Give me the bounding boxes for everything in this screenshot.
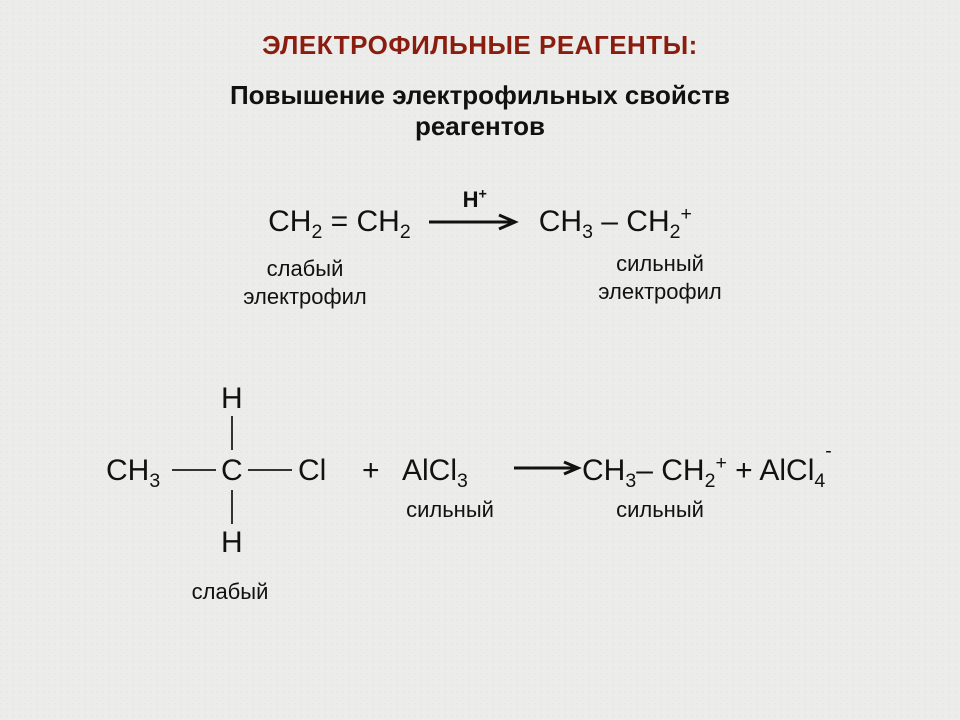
arrow-icon <box>429 213 521 231</box>
eq1-lhs-s1: 2 <box>311 221 322 243</box>
eq1-rhs-charge: + <box>680 203 691 225</box>
eq1-caption-right: сильный электрофил <box>550 250 770 305</box>
eq1-arrow-H: H <box>463 187 479 212</box>
bond-icon <box>248 468 292 472</box>
eq1-lhs-eq: = <box>322 205 356 238</box>
eq2-caption-strong-1: сильный <box>390 496 510 524</box>
eq2-cap-strong2: сильный <box>616 497 704 522</box>
eq2-rhs-s2: 2 <box>705 470 716 492</box>
eq1-cap-right-l1: сильный <box>550 250 770 278</box>
eq1-cap-left-l2: электрофил <box>205 283 405 311</box>
eq1-rhs: CH3 – CH2+ <box>539 205 692 239</box>
slide-subtitle: Повышение электрофильных свойств реагент… <box>0 80 960 142</box>
eq1-cap-left-l1: слабый <box>205 255 405 283</box>
eq2-alcl3-s: 3 <box>457 470 468 492</box>
eq2-rhs-p1: CH <box>582 454 625 487</box>
eq2-h-bot: H <box>221 526 243 560</box>
eq1-rhs-dash: – <box>593 205 626 238</box>
eq2-caption-strong-2: сильный <box>590 496 730 524</box>
eq1-rhs-p2: CH <box>626 205 669 238</box>
bond-icon <box>230 490 234 524</box>
bond-icon <box>172 468 216 472</box>
eq1-cap-right-l2: электрофил <box>550 278 770 306</box>
eq2-rhs-s1: 3 <box>625 470 636 492</box>
eq2-rhs-p2: CH <box>661 454 704 487</box>
eq1-rhs-s1: 3 <box>582 221 593 243</box>
eq2-c: C <box>221 454 243 488</box>
arrow-icon <box>514 460 584 476</box>
equation-1: CH2 = CH2 H+ CH3 – CH2+ <box>0 205 960 239</box>
equation-1-line: CH2 = CH2 H+ CH3 – CH2+ <box>268 205 692 239</box>
eq2-alcl3-t: AlCl <box>402 454 457 487</box>
eq2-arrow <box>514 460 584 476</box>
eq2-cap-strong1: сильный <box>406 497 494 522</box>
subtitle-line-2: реагентов <box>0 111 960 142</box>
eq1-lhs-s2: 2 <box>400 221 411 243</box>
eq2-rhs-alcharge: - <box>825 440 832 462</box>
eq1-arrow-label: H+ <box>463 187 487 213</box>
eq1-rhs-s2: 2 <box>670 221 681 243</box>
eq1-lhs-p2: CH <box>357 205 400 238</box>
eq2-rhs-al: AlCl <box>759 454 814 487</box>
eq2-ch3-t: CH <box>106 454 149 487</box>
eq2-rhs-plus: + <box>727 454 760 487</box>
eq2-alcl3: AlCl3 <box>402 454 468 488</box>
subtitle-line-1: Повышение электрофильных свойств <box>0 80 960 111</box>
eq2-plus-1: + <box>362 454 380 488</box>
eq2-cl: Cl <box>298 454 326 488</box>
eq2-h-top: H <box>221 382 243 416</box>
eq2-ch3-s: 3 <box>149 470 160 492</box>
eq1-arrow: H+ <box>429 213 521 231</box>
eq1-lhs: CH2 = CH2 <box>268 205 411 239</box>
eq2-rhs-dash: – <box>636 454 661 487</box>
eq2-ch3: CH3 <box>106 454 160 488</box>
slide-content: ЭЛЕКТРОФИЛЬНЫЕ РЕАГЕНТЫ: Повышение элект… <box>0 0 960 720</box>
eq2-rhs: CH3– CH2+ + AlCl4- <box>582 454 832 488</box>
eq1-arrow-plus: + <box>478 187 486 203</box>
eq1-rhs-p1: CH <box>539 205 582 238</box>
eq1-lhs-p1: CH <box>268 205 311 238</box>
eq2-rhs-als: 4 <box>814 470 825 492</box>
eq2-caption-weak: слабый <box>160 578 300 606</box>
eq2-cap-weak: слабый <box>192 579 269 604</box>
eq1-caption-left: слабый электрофил <box>205 255 405 310</box>
bond-icon <box>230 416 234 450</box>
eq2-rhs-charge: + <box>715 452 726 474</box>
slide-title: ЭЛЕКТРОФИЛЬНЫЕ РЕАГЕНТЫ: <box>0 30 960 61</box>
